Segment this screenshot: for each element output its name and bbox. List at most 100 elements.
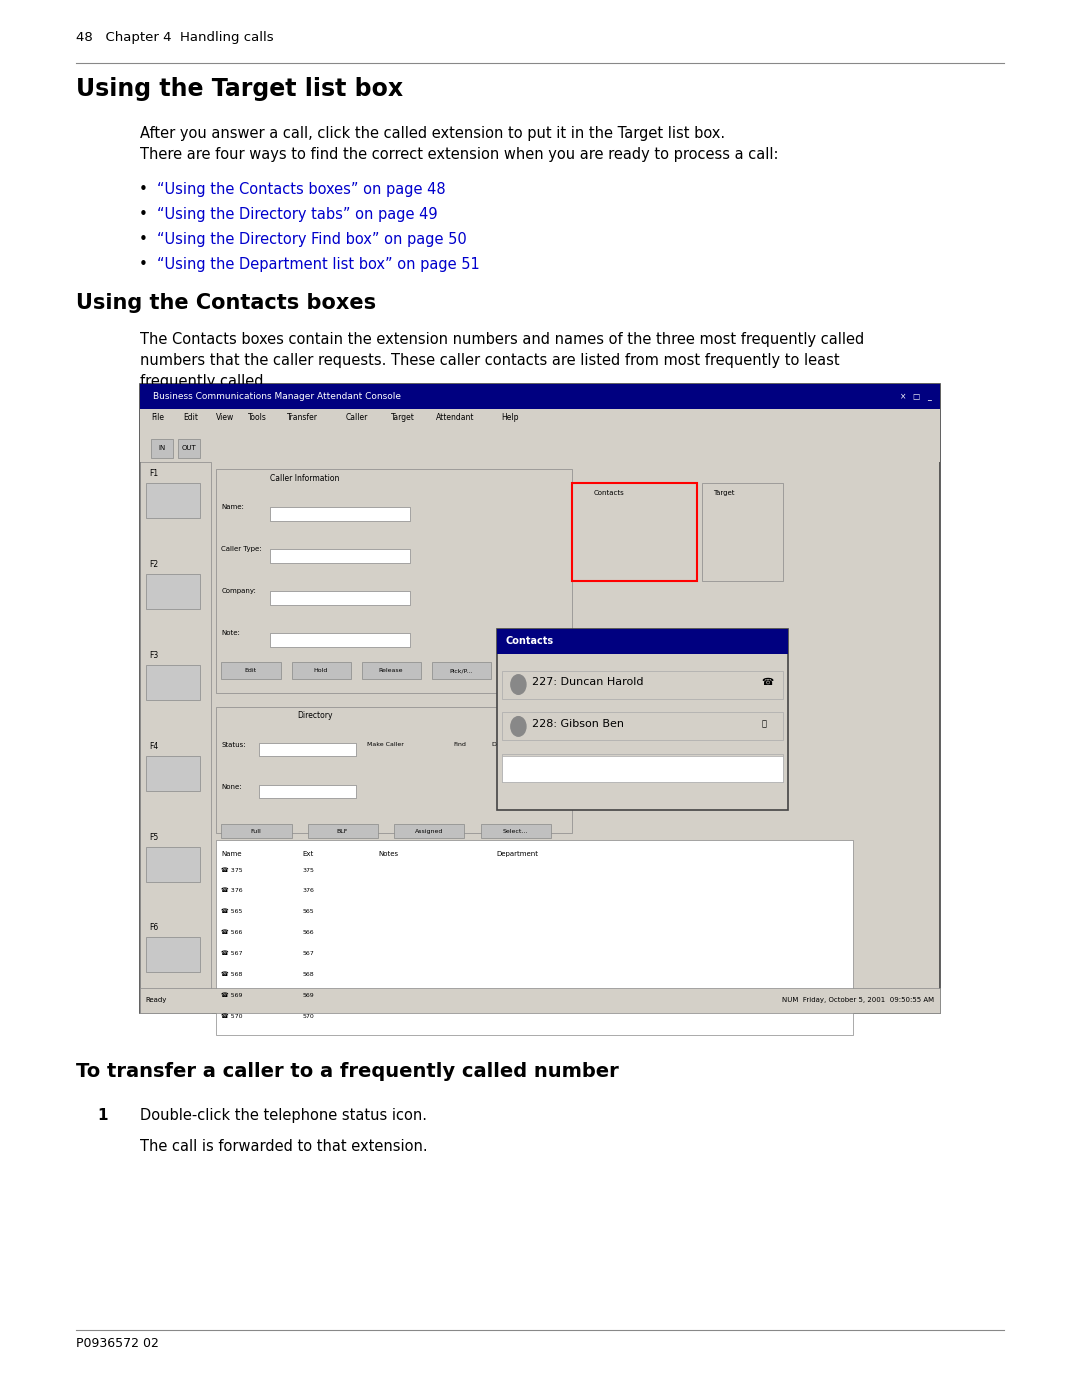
Text: Edit: Edit: [184, 414, 199, 422]
Text: P0936572 02: P0936572 02: [76, 1337, 159, 1350]
FancyBboxPatch shape: [259, 743, 356, 756]
Text: Assigned: Assigned: [415, 828, 443, 834]
Text: “Using the Directory Find box” on page 50: “Using the Directory Find box” on page 5…: [157, 232, 467, 247]
Text: ☎ 566: ☎ 566: [221, 930, 243, 936]
Text: Name: Name: [221, 851, 242, 856]
Text: 570: 570: [302, 1014, 314, 1020]
Text: 565: 565: [302, 909, 314, 915]
Text: 567: 567: [302, 951, 314, 957]
Text: OUT: OUT: [181, 446, 197, 451]
FancyBboxPatch shape: [270, 507, 410, 521]
FancyBboxPatch shape: [702, 483, 783, 581]
FancyBboxPatch shape: [146, 483, 200, 518]
Text: F2: F2: [149, 560, 158, 569]
Text: Status:: Status:: [221, 742, 246, 747]
FancyBboxPatch shape: [362, 662, 421, 679]
FancyBboxPatch shape: [308, 824, 378, 838]
FancyBboxPatch shape: [146, 756, 200, 791]
Text: ☎ 567: ☎ 567: [221, 951, 243, 957]
Text: Department: Department: [497, 851, 539, 856]
Text: ☎ 570: ☎ 570: [221, 1014, 243, 1020]
Text: Directory: Directory: [297, 711, 333, 719]
Text: “Using the Directory tabs” on page 49: “Using the Directory tabs” on page 49: [157, 207, 437, 222]
FancyBboxPatch shape: [140, 432, 940, 462]
Text: ☎ 568: ☎ 568: [221, 972, 243, 978]
Text: frequently called.: frequently called.: [140, 374, 269, 390]
Text: There are four ways to find the correct extension when you are ready to process : There are four ways to find the correct …: [140, 147, 779, 162]
Text: Attendant: Attendant: [436, 414, 475, 422]
FancyBboxPatch shape: [270, 633, 410, 647]
Text: Pick/P...: Pick/P...: [449, 668, 473, 673]
Circle shape: [511, 675, 526, 694]
FancyBboxPatch shape: [140, 409, 940, 432]
FancyBboxPatch shape: [146, 665, 200, 700]
Text: ×: ×: [900, 393, 906, 401]
Text: 376: 376: [302, 888, 314, 894]
FancyBboxPatch shape: [216, 469, 572, 693]
FancyBboxPatch shape: [394, 824, 464, 838]
Text: ☎ 565: ☎ 565: [221, 909, 243, 915]
Text: 568: 568: [302, 972, 314, 978]
Text: Caller Information: Caller Information: [270, 474, 339, 482]
Text: _: _: [927, 393, 931, 401]
Text: F4: F4: [149, 742, 159, 750]
FancyBboxPatch shape: [151, 439, 173, 458]
Text: numbers that the caller requests. These caller contacts are listed from most fre: numbers that the caller requests. These …: [140, 353, 840, 369]
Text: Caller: Caller: [346, 414, 368, 422]
FancyBboxPatch shape: [259, 785, 356, 798]
Text: Target: Target: [391, 414, 415, 422]
Text: After you answer a call, click the called extension to put it in the Target list: After you answer a call, click the calle…: [140, 126, 726, 141]
Text: 🖥: 🖥: [761, 719, 767, 728]
FancyBboxPatch shape: [140, 384, 940, 409]
FancyBboxPatch shape: [140, 988, 940, 1013]
Text: Using the Contacts boxes: Using the Contacts boxes: [76, 293, 376, 313]
FancyBboxPatch shape: [216, 840, 853, 1035]
Text: Full: Full: [251, 828, 261, 834]
Text: Make Caller: Make Caller: [367, 742, 404, 747]
FancyBboxPatch shape: [502, 712, 783, 740]
Text: □: □: [913, 393, 919, 401]
Text: ☎ 376: ☎ 376: [221, 888, 243, 894]
FancyBboxPatch shape: [178, 439, 200, 458]
FancyBboxPatch shape: [270, 591, 410, 605]
FancyBboxPatch shape: [221, 824, 292, 838]
Text: ☎ 569: ☎ 569: [221, 993, 243, 999]
Text: None:: None:: [221, 784, 242, 789]
FancyBboxPatch shape: [432, 662, 491, 679]
FancyBboxPatch shape: [146, 847, 200, 882]
Text: 228: Gibson Ben: 228: Gibson Ben: [532, 718, 624, 729]
Text: Company:: Company:: [221, 588, 256, 594]
Text: Edit: Edit: [244, 668, 257, 673]
Text: Double-click the telephone status icon.: Double-click the telephone status icon.: [140, 1108, 428, 1123]
Text: 1: 1: [97, 1108, 108, 1123]
FancyBboxPatch shape: [140, 462, 211, 1013]
Text: F6: F6: [149, 923, 159, 932]
Text: Notes: Notes: [378, 851, 399, 856]
Text: Name:: Name:: [221, 504, 244, 510]
Text: View: View: [216, 414, 234, 422]
Text: Hold: Hold: [313, 668, 328, 673]
Text: Note:: Note:: [221, 630, 240, 636]
Text: •: •: [139, 207, 148, 222]
Text: Help: Help: [501, 414, 518, 422]
FancyBboxPatch shape: [221, 662, 281, 679]
Text: F3: F3: [149, 651, 159, 659]
FancyBboxPatch shape: [292, 662, 351, 679]
Text: Tools: Tools: [248, 414, 267, 422]
Text: ☎ 375: ☎ 375: [221, 868, 243, 873]
Text: BLF: BLF: [337, 828, 348, 834]
FancyBboxPatch shape: [502, 671, 783, 698]
Text: The Contacts boxes contain the extension numbers and names of the three most fre: The Contacts boxes contain the extension…: [140, 332, 865, 348]
FancyBboxPatch shape: [146, 574, 200, 609]
Text: •: •: [139, 232, 148, 247]
FancyBboxPatch shape: [502, 756, 783, 782]
Text: 566: 566: [302, 930, 314, 936]
FancyBboxPatch shape: [572, 483, 697, 581]
Text: 48   Chapter 4  Handling calls: 48 Chapter 4 Handling calls: [76, 31, 273, 43]
Text: “Using the Department list box” on page 51: “Using the Department list box” on page …: [157, 257, 480, 272]
Text: The call is forwarded to that extension.: The call is forwarded to that extension.: [140, 1139, 428, 1154]
FancyBboxPatch shape: [481, 824, 551, 838]
FancyBboxPatch shape: [497, 629, 788, 810]
FancyBboxPatch shape: [146, 937, 200, 972]
Text: NUM  Friday, October 5, 2001  09:50:55 AM: NUM Friday, October 5, 2001 09:50:55 AM: [782, 997, 934, 1003]
